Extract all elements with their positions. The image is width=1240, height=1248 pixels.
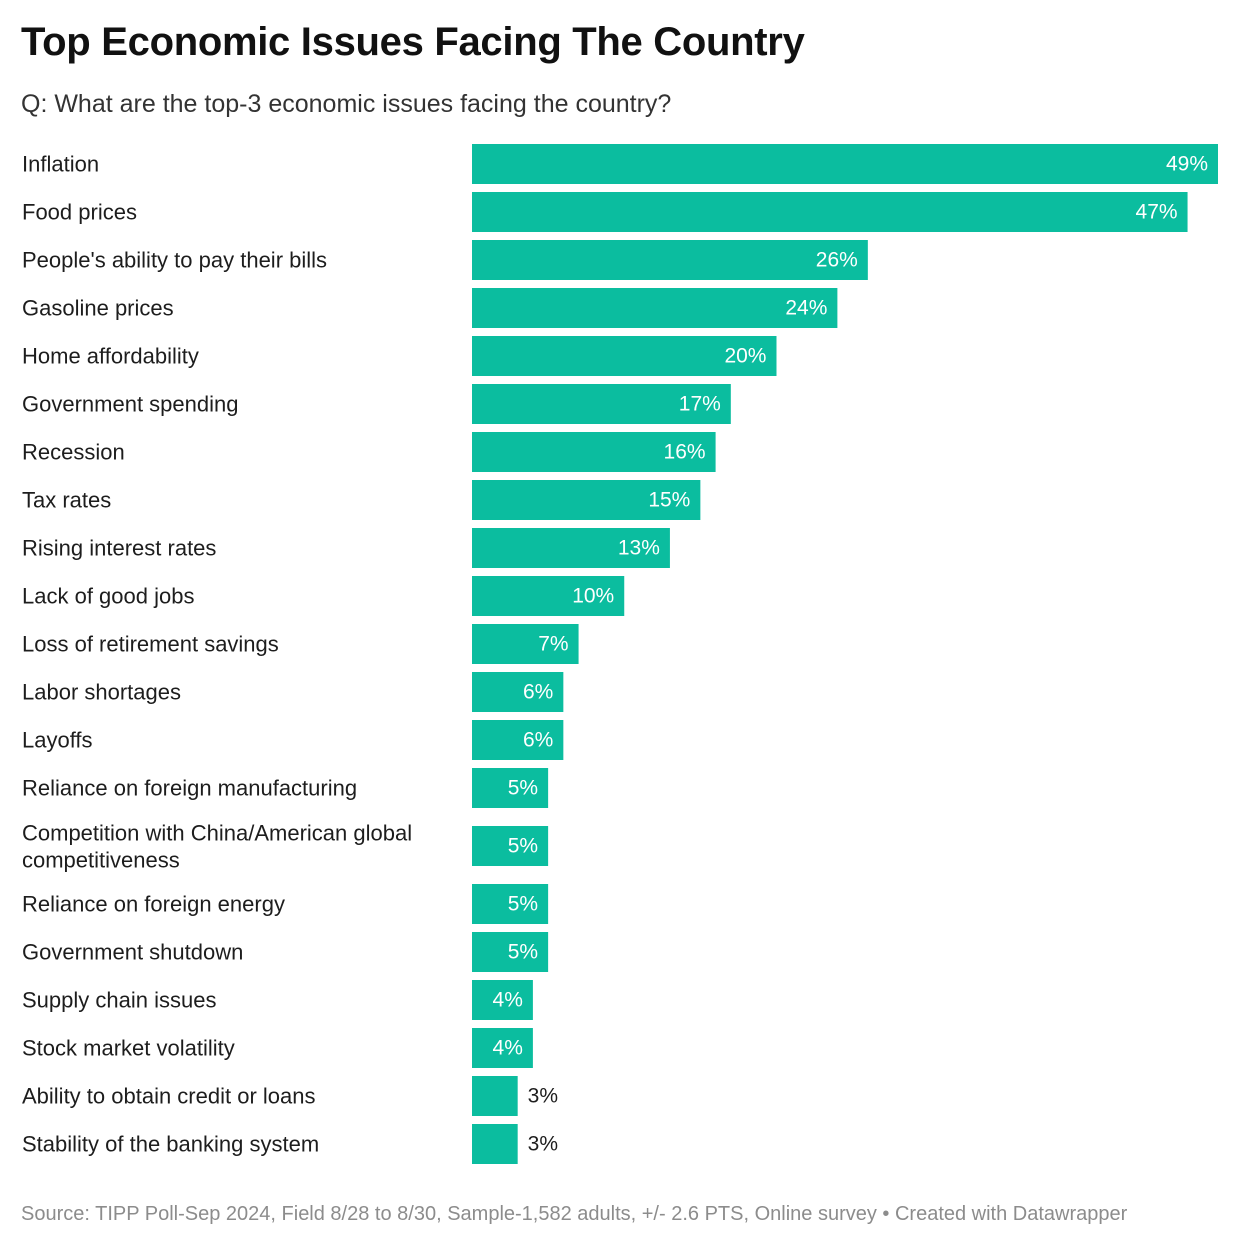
category-label-supply-chain-issues: Supply chain issues xyxy=(22,988,216,1013)
bar-reliance-on-foreign-energy xyxy=(472,884,549,924)
value-label-government-shutdown: 5% xyxy=(508,941,538,964)
bar-tax-rates xyxy=(472,480,701,520)
value-label-lack-of-good-jobs: 10% xyxy=(572,585,614,608)
bar-reliance-on-foreign-manufacturing xyxy=(472,768,549,808)
bar-ability-to-obtain-credit-or-loans xyxy=(472,1076,518,1116)
bar-layoffs xyxy=(472,720,564,760)
value-label-reliance-on-foreign-energy: 5% xyxy=(508,893,538,916)
bar-stock-market-volatility xyxy=(472,1028,533,1068)
category-label-competition-with-china-american-global-competitiveness: Competition with China/American global co… xyxy=(22,820,412,872)
value-label-inflation: 49% xyxy=(1166,153,1208,176)
category-label-home-affordability: Home affordability xyxy=(22,344,199,369)
category-label-recession: Recession xyxy=(22,440,125,465)
value-label-competition-with-china-american-global-competitiveness: 5% xyxy=(508,835,538,858)
category-label-loss-of-retirement-savings: Loss of retirement savings xyxy=(22,632,279,657)
bar-loss-of-retirement-savings xyxy=(472,624,579,664)
bar-people-s-ability-to-pay-their-bills xyxy=(472,240,868,280)
value-label-stock-market-volatility: 4% xyxy=(493,1037,523,1060)
bar-labor-shortages xyxy=(472,672,564,712)
category-label-gasoline-prices: Gasoline prices xyxy=(22,296,174,321)
category-label-food-prices: Food prices xyxy=(22,200,137,225)
value-label-government-spending: 17% xyxy=(679,393,721,416)
value-label-people-s-ability-to-pay-their-bills: 26% xyxy=(816,249,858,272)
value-label-ability-to-obtain-credit-or-loans: 3% xyxy=(528,1085,558,1108)
category-label-tax-rates: Tax rates xyxy=(22,488,111,513)
bar-stability-of-the-banking-system xyxy=(472,1124,518,1164)
category-label-government-spending: Government spending xyxy=(22,392,238,417)
value-label-food-prices: 47% xyxy=(1136,201,1178,224)
chart-title: Top Economic Issues Facing The Country xyxy=(21,20,805,64)
value-label-recession: 16% xyxy=(664,441,706,464)
bar-supply-chain-issues xyxy=(472,980,533,1020)
value-label-home-affordability: 20% xyxy=(724,345,766,368)
value-label-labor-shortages: 6% xyxy=(523,681,553,704)
category-label-stability-of-the-banking-system: Stability of the banking system xyxy=(22,1132,319,1157)
bar-government-shutdown xyxy=(472,932,549,972)
category-label-people-s-ability-to-pay-their-bills: People's ability to pay their bills xyxy=(22,248,327,273)
bar-lack-of-good-jobs xyxy=(472,576,625,616)
value-label-supply-chain-issues: 4% xyxy=(493,989,523,1012)
source-footer: Source: TIPP Poll-Sep 2024, Field 8/28 t… xyxy=(21,1203,1128,1225)
category-label-reliance-on-foreign-manufacturing: Reliance on foreign manufacturing xyxy=(22,776,357,801)
category-label-government-shutdown: Government shutdown xyxy=(22,940,243,965)
value-label-loss-of-retirement-savings: 7% xyxy=(538,633,568,656)
category-label-stock-market-volatility: Stock market volatility xyxy=(22,1036,235,1061)
bar-gasoline-prices xyxy=(472,288,838,328)
category-label-reliance-on-foreign-energy: Reliance on foreign energy xyxy=(22,892,285,917)
bar-recession xyxy=(472,432,716,472)
category-label-labor-shortages: Labor shortages xyxy=(22,680,181,705)
value-label-tax-rates: 15% xyxy=(648,489,690,512)
value-label-stability-of-the-banking-system: 3% xyxy=(528,1133,558,1156)
category-label-layoffs: Layoffs xyxy=(22,728,93,753)
value-label-rising-interest-rates: 13% xyxy=(618,537,660,560)
bar-government-spending xyxy=(472,384,731,424)
category-label-lack-of-good-jobs: Lack of good jobs xyxy=(22,584,194,609)
value-label-gasoline-prices: 24% xyxy=(785,297,827,320)
bar-home-affordability xyxy=(472,336,777,376)
category-label-ability-to-obtain-credit-or-loans: Ability to obtain credit or loans xyxy=(22,1084,316,1109)
bar-rising-interest-rates xyxy=(472,528,670,568)
bar-competition-with-china-american-global-competitiveness xyxy=(472,826,549,866)
category-label-rising-interest-rates: Rising interest rates xyxy=(22,536,216,561)
chart-subtitle: Q: What are the top-3 economic issues fa… xyxy=(21,90,672,118)
value-label-reliance-on-foreign-manufacturing: 5% xyxy=(508,777,538,800)
bar-inflation xyxy=(472,144,1218,184)
value-label-layoffs: 6% xyxy=(523,729,553,752)
category-label-inflation: Inflation xyxy=(22,152,99,177)
bar-food-prices xyxy=(472,192,1188,232)
